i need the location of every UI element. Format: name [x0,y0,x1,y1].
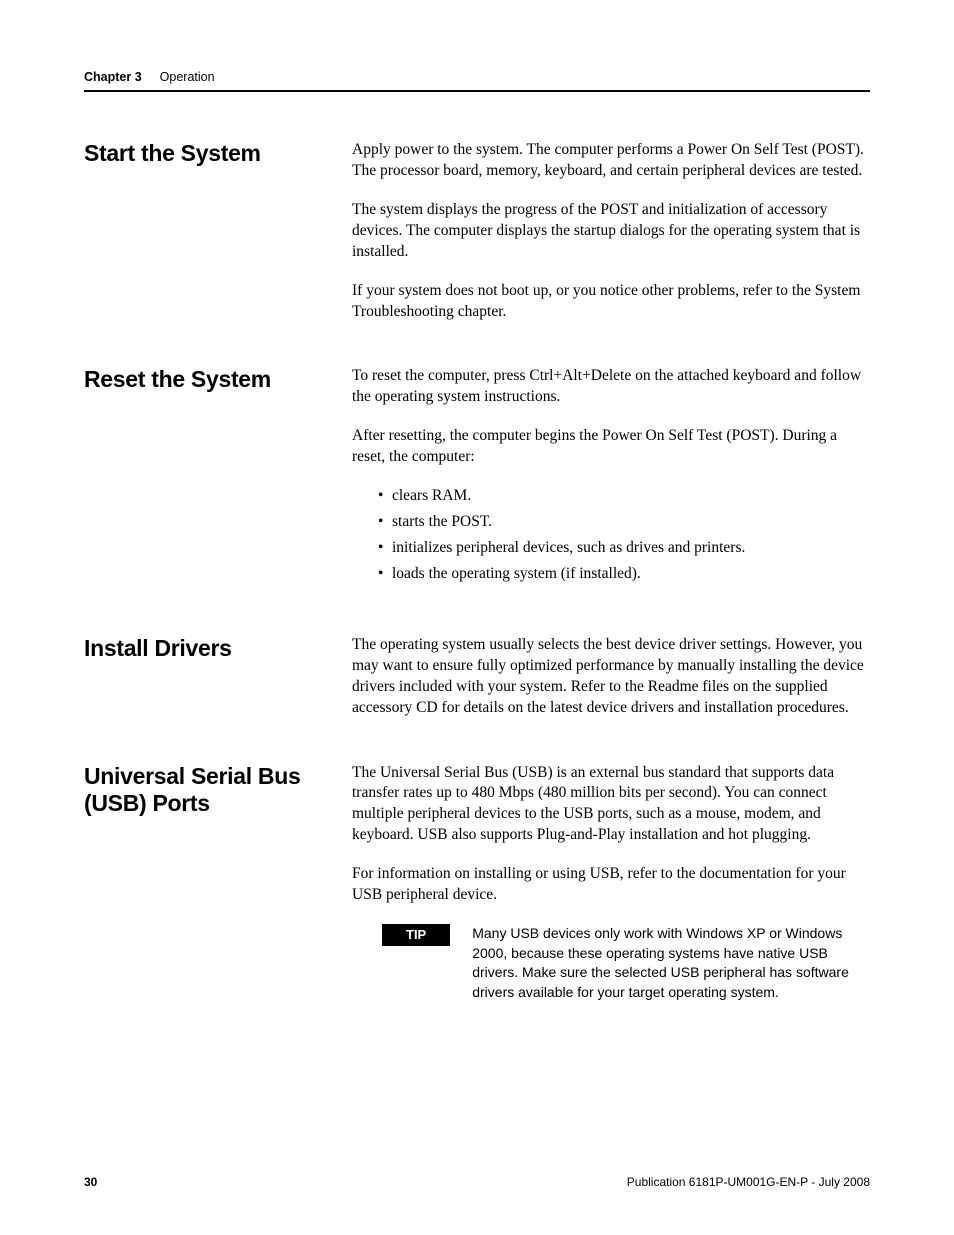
page-content: Chapter 3 Operation Start the System App… [0,0,954,1002]
paragraph: The system displays the progress of the … [352,200,870,263]
tip-badge: TIP [382,924,450,946]
heading-install-drivers: Install Drivers [84,635,352,719]
running-header: Chapter 3 Operation [84,70,870,92]
paragraph: If your system does not boot up, or you … [352,281,870,323]
tip-block: TIP Many USB devices only work with Wind… [382,924,870,1002]
heading-start-system: Start the System [84,140,352,322]
reset-bullet-list: clears RAM. starts the POST. initializes… [378,486,870,585]
body-install-drivers: The operating system usually selects the… [352,635,870,719]
list-item: starts the POST. [378,512,870,533]
chapter-label: Chapter 3 [84,70,142,84]
paragraph: The operating system usually selects the… [352,635,870,719]
paragraph: The Universal Serial Bus (USB) is an ext… [352,763,870,847]
page-number: 30 [84,1175,97,1189]
body-reset-system: To reset the computer, press Ctrl+Alt+De… [352,366,870,590]
section-start-system: Start the System Apply power to the syst… [84,140,870,322]
list-item: clears RAM. [378,486,870,507]
section-install-drivers: Install Drivers The operating system usu… [84,635,870,719]
list-item: loads the operating system (if installed… [378,564,870,585]
list-item: initializes peripheral devices, such as … [378,538,870,559]
section-reset-system: Reset the System To reset the computer, … [84,366,870,590]
tip-text: Many USB devices only work with Windows … [472,924,870,1002]
page-footer: 30 Publication 6181P-UM001G-EN-P - July … [84,1175,870,1189]
publication-info: Publication 6181P-UM001G-EN-P - July 200… [627,1175,870,1189]
heading-usb-ports: Universal Serial Bus (USB) Ports [84,763,352,1003]
body-usb-ports: The Universal Serial Bus (USB) is an ext… [352,763,870,1003]
section-usb-ports: Universal Serial Bus (USB) Ports The Uni… [84,763,870,1003]
chapter-name: Operation [160,70,215,84]
paragraph: After resetting, the computer begins the… [352,426,870,468]
paragraph: For information on installing or using U… [352,864,870,906]
paragraph: To reset the computer, press Ctrl+Alt+De… [352,366,870,408]
paragraph: Apply power to the system. The computer … [352,140,870,182]
body-start-system: Apply power to the system. The computer … [352,140,870,322]
heading-reset-system: Reset the System [84,366,352,590]
